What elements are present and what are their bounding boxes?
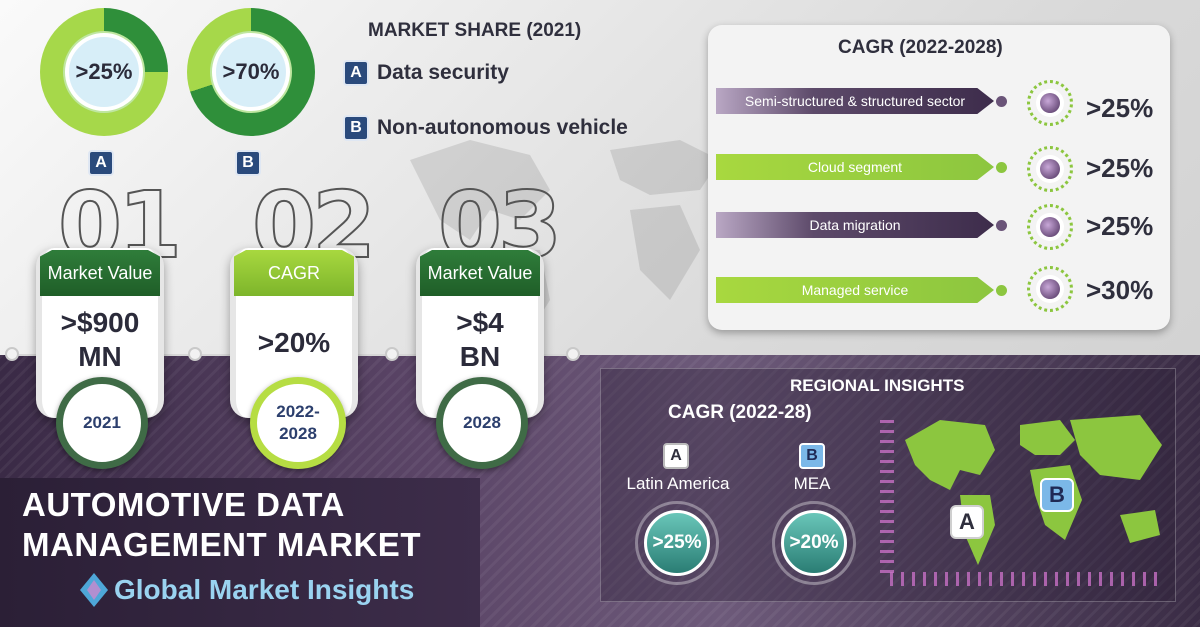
market-share-item-b: B Non-autonomous vehicle <box>343 115 628 141</box>
card-value-2-line1: >20% <box>257 327 331 358</box>
card-value-1-line2: MN <box>78 341 122 372</box>
card-value-3-line2: BN <box>459 341 501 372</box>
segment-dot-1 <box>996 96 1007 107</box>
card-tab-2: CAGR <box>234 250 354 296</box>
market-share-item-a: A Data security <box>343 60 509 86</box>
card-value-1: >$900 MN <box>36 306 164 374</box>
region-letter-b: B <box>799 443 825 469</box>
region-name-a: Latin America <box>626 474 730 493</box>
legend-label-b: Non-autonomous vehicle <box>377 116 628 139</box>
world-map <box>905 415 1162 565</box>
region-gauge-b: >20% <box>772 501 856 585</box>
timeline-dot <box>566 347 580 361</box>
timeline-dot <box>385 347 399 361</box>
card-value-3-line1: >$4 <box>456 307 504 338</box>
card-tab-1: Market Value <box>40 250 160 296</box>
region-letter-a: A <box>663 443 689 469</box>
card-tab-3: Market Value <box>420 250 540 296</box>
segment-dot-2 <box>996 162 1007 173</box>
card-value-1-line1: >$900 <box>60 307 140 338</box>
report-title: AUTOMOTIVE DATA MANAGEMENT MARKET <box>22 486 421 563</box>
legend-letter-a: A <box>343 60 369 86</box>
decorative-ticks-vertical <box>880 420 894 580</box>
card-year-2: 2022-2028 <box>250 377 346 469</box>
gauge-value-a: >25% <box>65 33 143 111</box>
brand-name: Global Market Insights <box>114 574 415 605</box>
card-year-3: 2028 <box>436 377 528 469</box>
segment-bar-1: Semi-structured & structured sector <box>716 88 994 114</box>
map-marker-a: A <box>950 505 984 539</box>
brand-logo: Global Market Insights <box>80 573 414 607</box>
segment-dot-3 <box>996 220 1007 231</box>
region-value-b: >20% <box>781 510 847 576</box>
segment-value-3: >25% <box>1086 211 1154 241</box>
segment-bar-2: Cloud segment <box>716 154 994 180</box>
segment-bar-3: Data migration <box>716 212 994 238</box>
brand-mark-icon <box>80 573 108 607</box>
regional-insights-title: REGIONAL INSIGHTS <box>790 376 965 395</box>
market-share-gauge-b: >70% <box>187 8 315 136</box>
card-value-2: >20% <box>230 326 358 360</box>
gauge-letter-b: B <box>235 150 261 176</box>
region-gauge-a: >25% <box>635 501 719 585</box>
segment-value-4: >30% <box>1086 275 1154 305</box>
card-year-1: 2021 <box>56 377 148 469</box>
map-marker-b: B <box>1040 478 1074 512</box>
segment-bar-4: Managed service <box>716 277 994 303</box>
timeline-dot <box>188 347 202 361</box>
legend-label-a: Data security <box>377 61 509 84</box>
regional-cagr-label: CAGR (2022-28) <box>668 402 812 423</box>
segment-spark-icon-1 <box>1027 80 1073 126</box>
segment-spark-icon-4 <box>1027 266 1073 312</box>
region-name-b: MEA <box>793 474 831 493</box>
cagr-panel-title: CAGR (2022-2028) <box>838 37 1003 58</box>
segment-dot-4 <box>996 285 1007 296</box>
timeline-dot <box>5 347 19 361</box>
decorative-ticks-horizontal <box>890 572 1160 586</box>
gauge-letter-a: A <box>88 150 114 176</box>
gauge-value-b: >70% <box>212 33 290 111</box>
segment-value-2: >25% <box>1086 153 1154 183</box>
legend-letter-b: B <box>343 115 369 141</box>
segment-value-1: >25% <box>1086 93 1154 123</box>
card-value-3: >$4 BN <box>416 306 544 374</box>
region-value-a: >25% <box>644 510 710 576</box>
market-share-title: MARKET SHARE (2021) <box>368 20 582 41</box>
market-share-gauge-a: >25% <box>40 8 168 136</box>
segment-spark-icon-3 <box>1027 204 1073 250</box>
title-panel <box>0 478 480 627</box>
segment-spark-icon-2 <box>1027 146 1073 192</box>
